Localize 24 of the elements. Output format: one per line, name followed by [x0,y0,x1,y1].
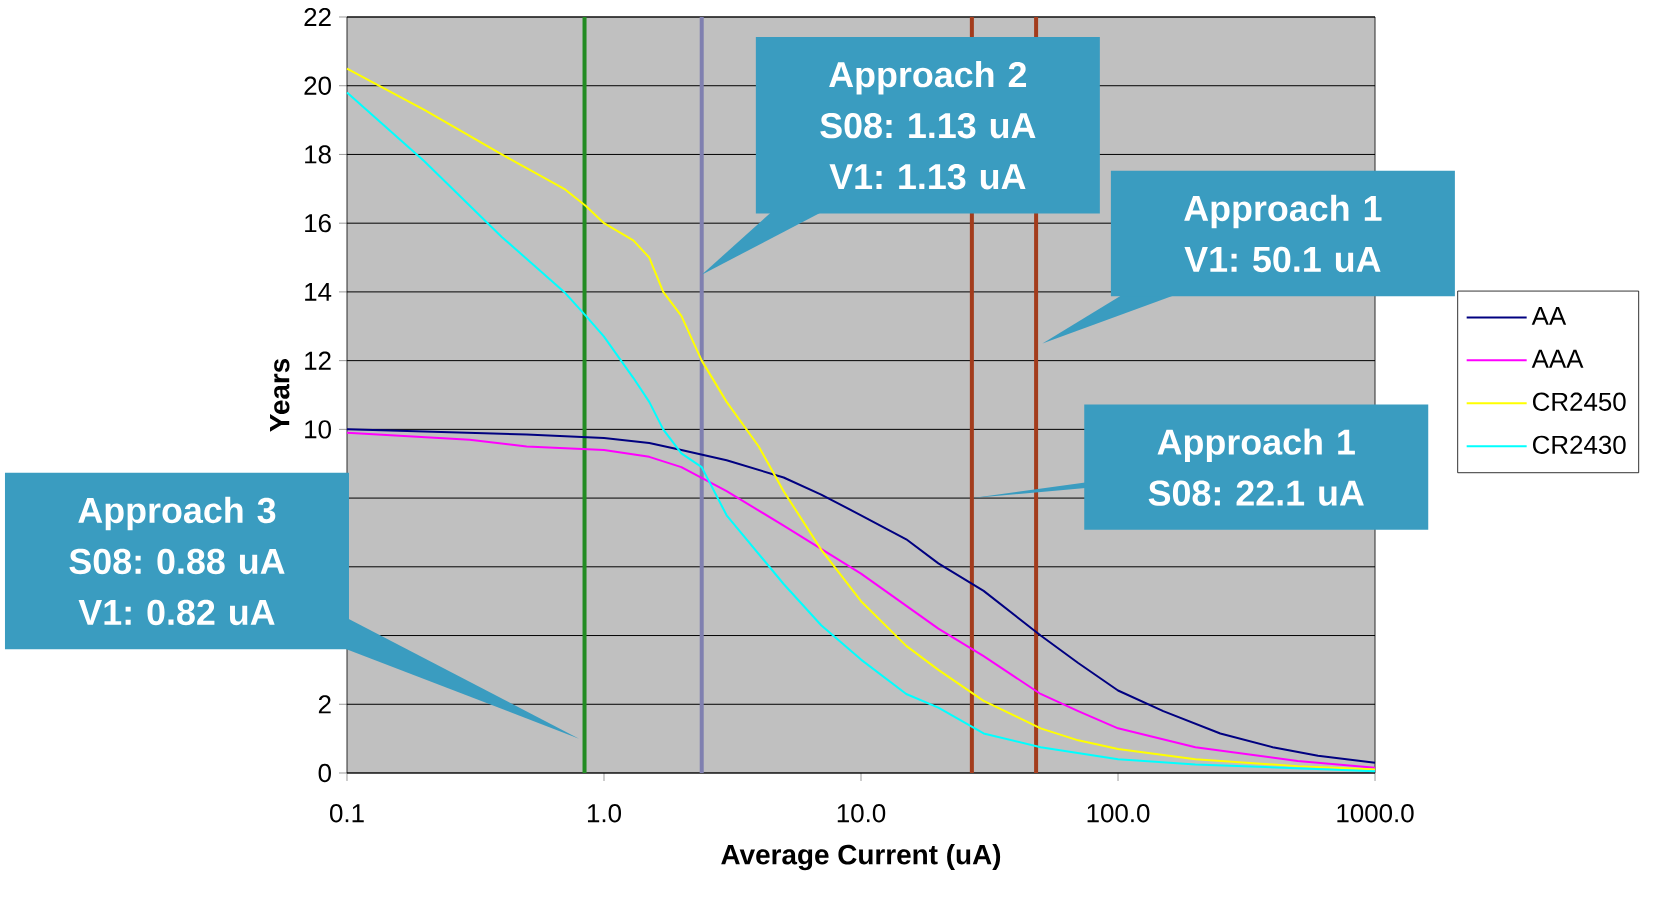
x-tick-label: 1.0 [587,804,622,823]
legend-label: CR2430 [1532,435,1626,454]
y-tick-label: 22 [304,7,331,27]
x-tick-label: 1000.0 [1337,804,1414,823]
y-tick-label: 2 [318,695,331,714]
annotation: Approach 3 S08: 0.88 uA V1: 0.82 uA [69,496,285,626]
annotation: Approach 1 V1: 50.1 uA [1184,194,1382,273]
y-tick-label: 0 [318,763,331,783]
y-axis-title: Years [270,358,290,432]
x-tick-label: 100.0 [1087,804,1150,823]
x-tick-label: 10.0 [837,804,886,823]
y-tick-label: 20 [304,76,331,95]
x-tick-label: 0.1 [329,804,364,823]
y-tick-label: 18 [305,145,331,164]
y-tick-label: 10 [305,420,331,439]
annotation: Approach 1 S08: 22.1 uA [1148,428,1364,506]
y-tick-label: 16 [305,214,331,233]
y-tick-label: 14 [305,283,332,301]
y-tick-label: 12 [305,351,331,370]
x-axis-title: Average Current (uA) [721,844,1001,871]
legend-label: CR2450 [1532,392,1626,411]
annotation: Approach 2 S08: 1.13 uA V1: 1.13 uA [820,61,1036,190]
legend-label: AA [1531,307,1567,325]
legend-label: AAA [1531,349,1584,368]
